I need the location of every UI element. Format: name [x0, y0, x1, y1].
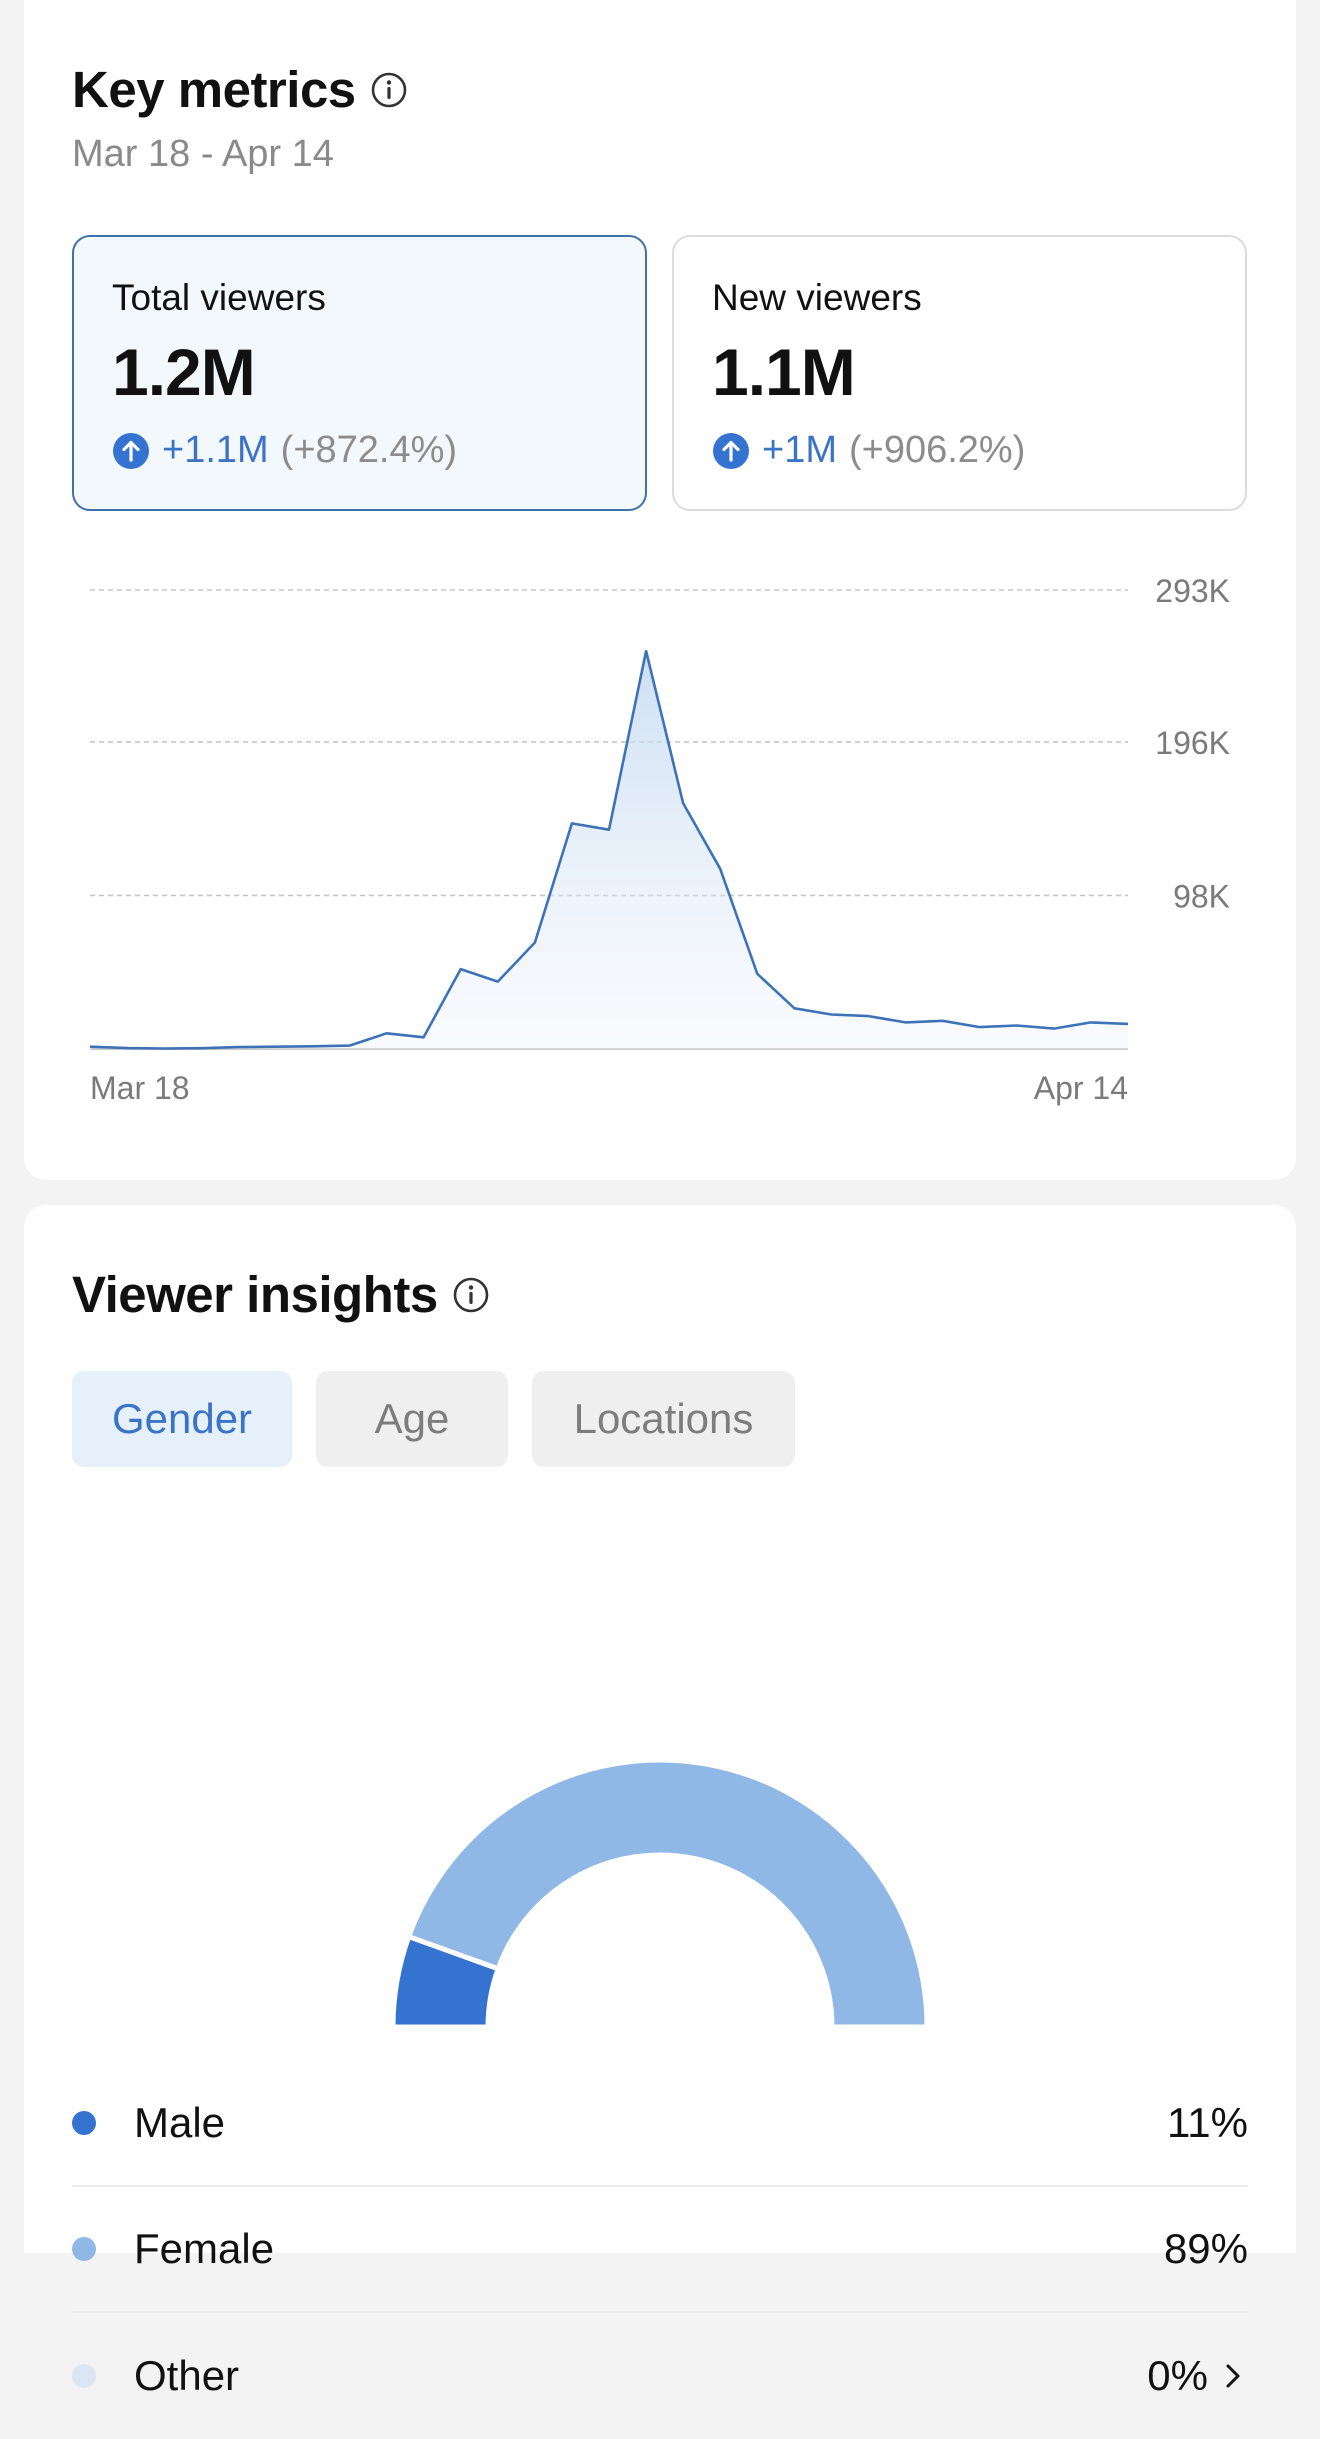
- metric-card-total-viewers[interactable]: Total viewers 1.2M +1.1M (+872.4%): [72, 235, 647, 511]
- chevron-right-icon[interactable]: [1218, 2358, 1248, 2394]
- arrow-up-circle-icon: [112, 432, 150, 470]
- viewer-insights-card: Viewer insights Gender Age Locations Mal…: [24, 1205, 1296, 2253]
- legend-label: Male: [134, 2099, 1167, 2147]
- viewer-insights-title: Viewer insights: [72, 1265, 438, 1324]
- gender-semi-donut-chart: [24, 1525, 1296, 2045]
- metric-value: 1.1M: [712, 334, 855, 410]
- change-absolute: +1M: [762, 429, 837, 472]
- info-icon[interactable]: [452, 1276, 490, 1314]
- insight-tabs: Gender Age Locations: [72, 1371, 795, 1467]
- tab-locations[interactable]: Locations: [532, 1371, 795, 1467]
- key-metrics-header: Key metrics: [72, 60, 408, 119]
- viewer-insights-header: Viewer insights: [72, 1265, 490, 1324]
- key-metrics-card: Key metrics Mar 18 - Apr 14 Total viewer…: [24, 0, 1296, 1180]
- y-tick-label: 196K: [1155, 725, 1230, 761]
- series-area: [90, 651, 1128, 1049]
- legend-dot-other: [72, 2364, 96, 2388]
- legend-value: 11%: [1167, 2099, 1248, 2147]
- legend-value: 0%: [1147, 2352, 1208, 2400]
- legend-dot-female: [72, 2237, 96, 2261]
- y-tick-label: 293K: [1155, 573, 1230, 609]
- legend-value: 89%: [1164, 2225, 1248, 2273]
- change-absolute: +1.1M: [162, 429, 269, 472]
- date-range: Mar 18 - Apr 14: [72, 133, 334, 176]
- legend-row-male: Male 11%: [72, 2061, 1248, 2187]
- y-tick-label: 98K: [1173, 878, 1230, 914]
- metric-card-new-viewers[interactable]: New viewers 1.1M +1M (+906.2%): [672, 235, 1247, 511]
- viewers-line-chart: 98K 196K 293K Mar 18 Apr 14: [24, 540, 1296, 1120]
- legend-label: Other: [134, 2352, 1147, 2400]
- legend-label: Female: [134, 2225, 1164, 2273]
- info-icon[interactable]: [370, 71, 408, 109]
- metric-label: New viewers: [712, 277, 922, 319]
- x-tick-label-end: Apr 14: [1034, 1070, 1128, 1106]
- tab-age[interactable]: Age: [316, 1371, 508, 1467]
- legend-row-other[interactable]: Other 0%: [72, 2313, 1248, 2439]
- change-percent: (+906.2%): [849, 429, 1025, 472]
- change-percent: (+872.4%): [281, 429, 457, 472]
- key-metrics-title: Key metrics: [72, 60, 356, 119]
- legend-dot-male: [72, 2111, 96, 2135]
- metric-change: +1.1M (+872.4%): [112, 429, 457, 472]
- legend-row-female: Female 89%: [72, 2187, 1248, 2313]
- tab-gender[interactable]: Gender: [72, 1371, 292, 1467]
- x-tick-label-start: Mar 18: [90, 1070, 190, 1106]
- metric-label: Total viewers: [112, 277, 326, 319]
- arrow-up-circle-icon: [712, 432, 750, 470]
- metric-change: +1M (+906.2%): [712, 429, 1025, 472]
- metric-value: 1.2M: [112, 334, 255, 410]
